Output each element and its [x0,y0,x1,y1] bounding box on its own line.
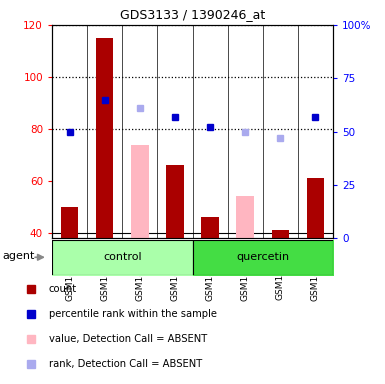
Bar [96,38,114,238]
Text: agent: agent [3,250,35,261]
Bar [271,230,289,238]
Text: control: control [103,252,142,262]
Bar [201,217,219,238]
Bar [236,197,254,238]
Text: count: count [49,285,77,295]
Bar [166,165,184,238]
Title: GDS3133 / 1390246_at: GDS3133 / 1390246_at [120,8,265,21]
Text: value, Detection Call = ABSENT: value, Detection Call = ABSENT [49,334,207,344]
Text: percentile rank within the sample: percentile rank within the sample [49,309,217,319]
Text: quercetin: quercetin [236,252,289,262]
Text: rank, Detection Call = ABSENT: rank, Detection Call = ABSENT [49,359,202,369]
Bar [61,207,78,238]
Bar [131,144,149,238]
Bar [307,178,324,238]
